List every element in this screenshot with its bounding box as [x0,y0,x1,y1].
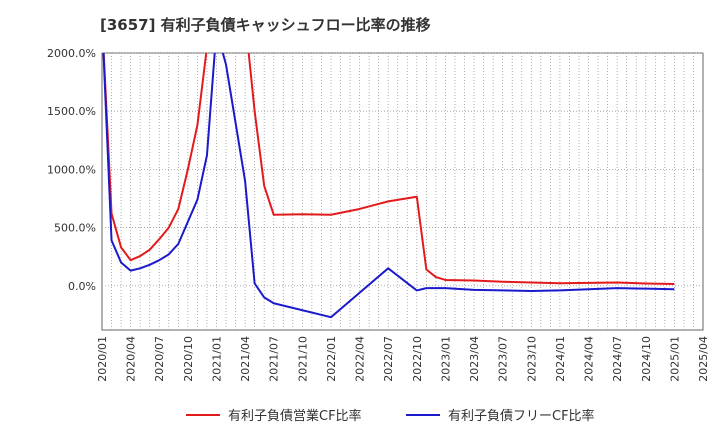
y-tick-label: 500.0% [54,222,96,235]
x-tick-label: 2022/07 [382,336,395,382]
x-tick-label: 2024/01 [554,336,567,382]
y-axis-labels: 0.0% 500.0% 1000.0% 1500.0% 2000.0% [47,47,96,293]
legend-label-2: 有利子負債フリーCF比率 [448,408,595,424]
x-tick-label: 2021/10 [296,336,309,382]
x-tick-label: 2021/04 [239,336,252,382]
x-tick-label: 2024/07 [611,336,624,382]
legend: 有利子負債営業CF比率 有利子負債フリーCF比率 [186,408,595,424]
series-layer [102,53,675,319]
x-tick-label: 2020/01 [96,336,109,382]
y-tick-label: 0.0% [68,280,96,293]
y-tick-label: 2000.0% [47,47,96,60]
x-tick-label: 2022/01 [325,336,338,382]
y-tick-label: 1000.0% [47,163,96,176]
x-tick-label: 2023/04 [468,336,481,382]
x-tick-label: 2022/04 [354,336,367,382]
x-tick-label: 2023/07 [497,336,510,382]
series-line-2 [102,53,675,319]
plot-area [101,52,704,331]
x-tick-label: 2025/04 [697,336,710,382]
x-tick-label: 2020/07 [153,336,166,382]
x-tick-label: 2020/04 [125,336,138,382]
x-tick-label: 2025/01 [668,336,681,382]
series-line-1 [102,53,675,286]
chart-title: [3657] 有利子負債キャッシュフロー比率の推移 [100,16,431,34]
x-tick-label: 2021/01 [210,336,223,382]
legend-label-1: 有利子負債営業CF比率 [228,408,362,424]
x-tick-label: 2023/10 [525,336,538,382]
x-axis-labels: 2020/01 2020/04 2020/07 2020/10 2021/01 2021/… [96,336,710,382]
y-gridlines [102,52,703,287]
x-tick-label: 2023/01 [439,336,452,382]
x-tick-label: 2022/10 [411,336,424,382]
x-tick-label: 2021/07 [268,336,281,382]
x-tick-label: 2020/10 [182,336,195,382]
x-gridlines [111,53,694,330]
y-tick-label: 1500.0% [47,105,96,118]
x-tick-label: 2024/10 [640,336,653,382]
x-tick-label: 2024/04 [583,336,596,382]
